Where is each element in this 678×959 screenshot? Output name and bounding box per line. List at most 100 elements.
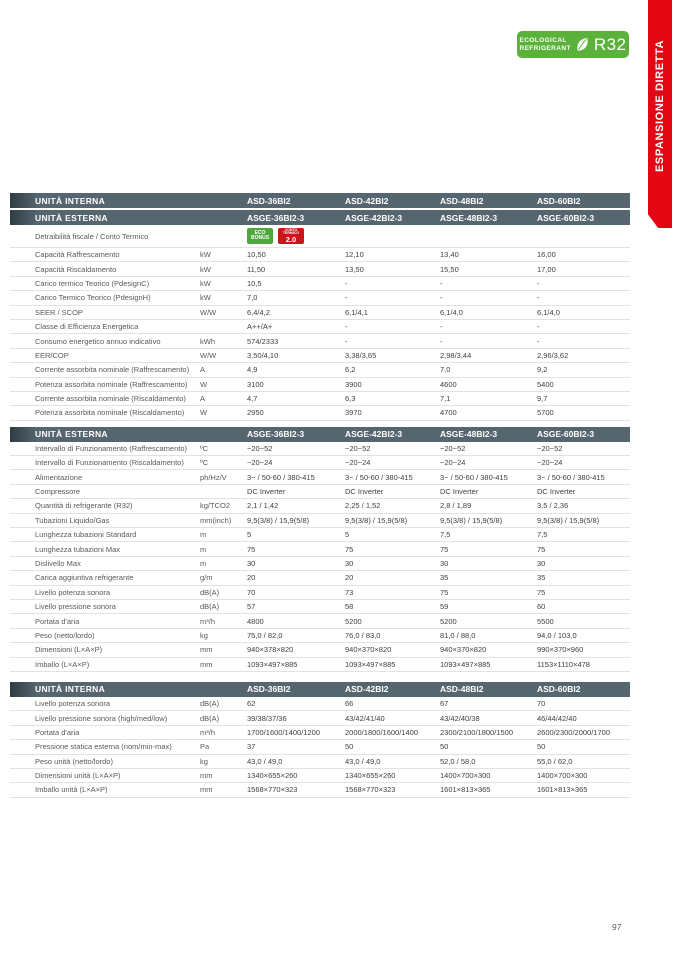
row-label: Portata d'aria — [35, 616, 80, 626]
row-label: Capacità Raffrescamento — [35, 250, 120, 260]
row-unit: A — [200, 365, 206, 375]
row-label: Compressore — [35, 487, 81, 497]
row-value: 3~ / 50-60 / 380-415 — [345, 472, 413, 482]
conto-termico-badge: CONTO TERMICO 2.0 — [278, 228, 304, 244]
row-value: −20~52 — [345, 443, 371, 453]
model-col: ASD-36BI2 — [247, 195, 291, 206]
row-value: 30 — [537, 559, 546, 568]
row-unit: A — [200, 394, 206, 404]
row-value: 2000/1800/1600/1400 — [345, 727, 418, 737]
row-value: −20~52 — [247, 443, 273, 453]
row-value: - — [537, 336, 540, 346]
row-value: 10,5 — [247, 278, 262, 288]
row-value: - — [440, 336, 443, 346]
table-row: Livello pressione sonora dB(A) 57 58 59 … — [10, 600, 630, 615]
row-unit: mm — [200, 785, 213, 795]
table1-rows: Capacità Raffrescamento kW 10,50 12,10 1… — [10, 248, 630, 421]
row-value: 1400×700×300 — [537, 771, 588, 781]
table-row: Carica aggiuntiva refrigerante g/m 20 20… — [10, 571, 630, 586]
row-value: - — [440, 322, 443, 332]
row-label: EER/COP — [35, 350, 69, 360]
row-value: 1093×497×885 — [345, 659, 396, 669]
row-value: 940×370×820 — [345, 645, 392, 655]
table-row: Peso unità (netto/lordo) kg 43,0 / 49,0 … — [10, 755, 630, 769]
row-value: 940×378×820 — [247, 645, 294, 655]
row-label: Capacità Riscaldamento — [35, 264, 117, 274]
row-unit: Pa — [200, 742, 210, 752]
row-value: 7,0 — [440, 365, 451, 375]
row-value: 70 — [247, 587, 256, 597]
table3-header-unita-interna: UNITÀ INTERNA ASD-36BI2 ASD-42BI2 ASD-48… — [10, 681, 630, 697]
row-label: Lunghezza tubazioni Max — [35, 544, 121, 554]
row-value: 9,5(3/8) / 15,9(5/8) — [537, 515, 600, 525]
table-row: Alimentazione ph/Hz/V 3~ / 50-60 / 380-4… — [10, 470, 630, 485]
row-value: 43/42/40/38 — [440, 713, 480, 723]
row-label: Livello pressione sonora (high/med/low) — [35, 713, 168, 723]
table-row: Potenza assorbita nominale (Riscaldament… — [10, 406, 630, 421]
table-row: Tubazioni Liquido/Gas mm(inch) 9,5(3/8) … — [10, 514, 630, 529]
row-value: 75 — [345, 544, 354, 554]
page-number: 97 — [612, 922, 622, 932]
r32-label: R32 — [593, 34, 627, 54]
row-value: - — [440, 278, 443, 288]
row-label: Livello potenza sonora — [35, 699, 111, 709]
row-label: Carico termico Teorico (PdesignC) — [35, 278, 150, 288]
leaf-icon — [577, 38, 588, 51]
row-value: 1601×813×365 — [440, 785, 491, 795]
row-unit: dB(A) — [200, 713, 220, 723]
row-value: −20~24 — [537, 458, 563, 468]
row-value: 2600/2300/2000/1700 — [537, 727, 610, 737]
row-value: 5200 — [345, 616, 362, 626]
table-row: Pressione statica esterna (nom/min-max) … — [10, 740, 630, 755]
row-value: 52,0 / 58,0 — [440, 756, 476, 766]
model-col: ASGE-42BI2-3 — [345, 212, 403, 223]
row-value: 46/44/42/40 — [537, 713, 577, 723]
row-value: 20 — [247, 573, 256, 583]
row-value: 1340×655×260 — [345, 771, 396, 781]
row-value: 574/2333 — [247, 336, 279, 346]
table-row: Corrente assorbita nominale (Riscaldamen… — [10, 392, 630, 407]
row-value: 76,0 / 83,0 — [345, 630, 381, 640]
section-title: UNITÀ ESTERNA — [35, 429, 108, 440]
row-label: Imballo (L×A×P) — [35, 659, 90, 669]
row-value: 7,0 — [247, 293, 258, 303]
row-unit: m — [200, 530, 207, 540]
row-unit: dB(A) — [200, 699, 220, 709]
table-row: Peso (netto/lordo) kg 75,0 / 82,0 76,0 /… — [10, 629, 630, 644]
badge-line1: ECOLOGICAL — [519, 37, 567, 45]
row-value: 6,4/4,2 — [247, 307, 270, 317]
row-value: 75 — [247, 544, 256, 554]
section-title: UNITÀ ESTERNA — [35, 212, 108, 223]
row-unit: m — [200, 559, 207, 568]
row-value: 5200 — [440, 616, 457, 626]
row-value: 94,0 / 103,0 — [537, 630, 577, 640]
table-row: Capacità Raffrescamento kW 10,50 12,10 1… — [10, 248, 630, 263]
row-label: Corrente assorbita nominale (Raffrescame… — [35, 365, 190, 375]
table-row: Capacità Riscaldamento kW 11,50 13,50 15… — [10, 262, 630, 277]
row-value: 9,7 — [537, 394, 548, 404]
row-value: DC Inverter — [537, 487, 576, 497]
row-label: Potenza assorbita nominale (Raffrescamen… — [35, 379, 188, 389]
table-row: Dimensioni (L×A×P) mm 940×378×820 940×37… — [10, 643, 630, 658]
row-label: Dimensioni (L×A×P) — [35, 645, 103, 655]
row-value: 1568×770×323 — [345, 785, 396, 795]
row-value: 5700 — [537, 408, 554, 418]
ecological-refrigerant-badge: ECOLOGICAL REFRIGERANT R32 — [517, 31, 629, 58]
row-label: Peso unità (netto/lordo) — [35, 756, 113, 766]
row-value: −20~52 — [440, 443, 466, 453]
row-label: Corrente assorbita nominale (Riscaldamen… — [35, 394, 186, 404]
table-row: Potenza assorbita nominale (Raffrescamen… — [10, 378, 630, 392]
model-col: ASD-60BI2 — [537, 684, 581, 695]
row-value: 50 — [345, 742, 354, 752]
row-value: 6,3 — [345, 394, 356, 404]
table-row: Corrente assorbita nominale (Raffrescame… — [10, 363, 630, 378]
row-value: 3,38/3,65 — [345, 350, 377, 360]
row-value: 75 — [440, 587, 449, 597]
row-value: 1093×497×885 — [247, 659, 298, 669]
row-unit: ºC — [200, 458, 209, 468]
row-label: Livello pressione sonora — [35, 602, 116, 612]
row-unit: m³/h — [200, 727, 215, 737]
row-value: - — [440, 293, 443, 303]
row-value: 66 — [345, 699, 354, 709]
row-label: Quantità di refrigerante (R32) — [35, 501, 133, 511]
